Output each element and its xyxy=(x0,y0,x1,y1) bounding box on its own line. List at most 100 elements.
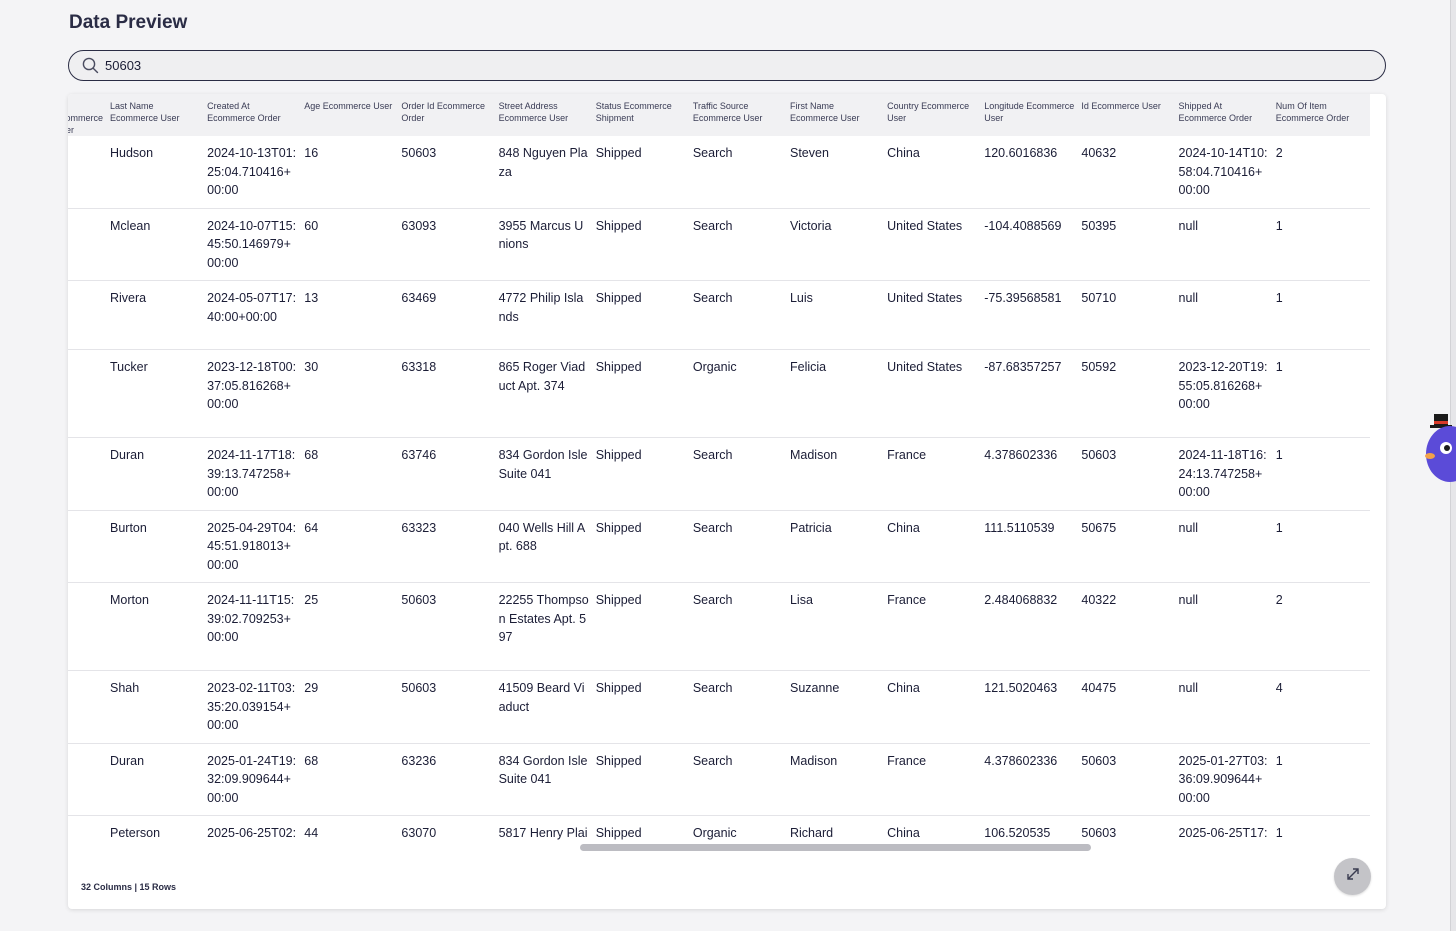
table-cell: Search xyxy=(689,136,787,209)
table-cell: Shipped xyxy=(592,437,690,511)
table-cell: China xyxy=(884,136,982,209)
table-cell: 41509 Beard Viaduct xyxy=(495,670,593,744)
table-header-row: Zip Ecommerce UserLast Name Ecommerce Us… xyxy=(68,94,1370,136)
table-row[interactable]: Burton 2025-04-29T04:45:51.918013+00:00 64… xyxy=(68,510,1370,584)
table-cell: 040 Wells Hill Apt. 688 xyxy=(495,510,593,584)
table-cell xyxy=(68,582,107,672)
table-cell: Shipped xyxy=(592,510,690,584)
table-cell: 50592 xyxy=(1078,349,1176,439)
column-header[interactable]: Traffic Source Ecommerce User xyxy=(689,94,787,136)
column-header[interactable]: Num Of Item Ecommerce Order xyxy=(1272,94,1370,136)
table-cell xyxy=(68,815,107,842)
table-row[interactable]: Peterson2025-06-25T02:55:00+00:004463070… xyxy=(68,815,1370,842)
table-cell xyxy=(68,136,107,209)
table-summary: 32 Columns | 15 Rows xyxy=(81,882,177,892)
table-cell: Morton xyxy=(107,582,205,672)
mascot-icon[interactable] xyxy=(1422,412,1456,484)
table-cell: Shipped xyxy=(592,208,690,281)
column-header[interactable]: Age Ecommerce User xyxy=(301,94,399,136)
table-cell xyxy=(68,208,107,281)
table-cell: 1 xyxy=(1272,349,1370,439)
table-cell: 50395 xyxy=(1078,208,1176,281)
table-cell: 2024-11-11T15:39:02.709253+00:00 xyxy=(204,582,302,672)
table-row[interactable]: Shah 2023-02-11T03:35:20.039154+00:00 29 50… xyxy=(68,670,1370,744)
column-header[interactable]: Country Ecommerce User xyxy=(884,94,982,136)
table-cell: 50603 xyxy=(398,136,496,209)
table-cell: 2024-05-07T17:40:00+00:00 xyxy=(204,280,302,351)
column-header[interactable]: Last Name Ecommerce User xyxy=(107,94,205,136)
data-preview-card: Zip Ecommerce UserLast Name Ecommerce Us… xyxy=(68,94,1386,909)
table-cell: 60 xyxy=(301,208,399,281)
search-input[interactable] xyxy=(105,51,1305,80)
table-cell: 63236 xyxy=(398,743,496,817)
table-cell: 2023-02-11T03:35:20.039154+00:00 xyxy=(204,670,302,744)
table-cell: 1 xyxy=(1272,815,1370,842)
table-cell: China xyxy=(884,510,982,584)
column-header[interactable]: Shipped At Ecommerce Order xyxy=(1175,94,1273,136)
table-cell xyxy=(68,510,107,584)
table-cell: 63070 xyxy=(398,815,496,842)
table-cell: 848 Nguyen Plaza xyxy=(495,136,593,209)
horizontal-scrollbar[interactable] xyxy=(580,844,1091,851)
table-row[interactable]: Mclean 2024-10-07T15:45:50.146979+00:00 60… xyxy=(68,208,1370,281)
table-cell: Hudson xyxy=(107,136,205,209)
table-cell: 68 xyxy=(301,437,399,511)
table-cell: Lisa xyxy=(786,582,885,672)
table-cell: 2025-06-25T02:55:00+00:00 xyxy=(204,815,302,842)
table-cell: Search xyxy=(689,510,787,584)
table-cell: Shipped xyxy=(592,349,690,439)
table-row[interactable]: Morton 2024-11-11T15:39:02.709253+00:00 25… xyxy=(68,582,1370,672)
table-cell: null xyxy=(1175,670,1273,744)
table-cell: 13 xyxy=(301,280,399,351)
column-header[interactable]: Created At Ecommerce Order xyxy=(204,94,302,136)
table-cell: 1 xyxy=(1272,743,1370,817)
table-row[interactable]: Duran 2025-01-24T19:32:09.909644+00:00 68 6… xyxy=(68,743,1370,817)
table-cell: 4.378602336 xyxy=(981,437,1079,511)
table-cell: 50710 xyxy=(1078,280,1176,351)
table-cell: Shipped xyxy=(592,815,690,842)
table-cell: 63093 xyxy=(398,208,496,281)
table-cell: 2024-10-13T01:25:04.710416+00:00 xyxy=(204,136,302,209)
table-cell: Search xyxy=(689,280,787,351)
table-row[interactable]: Hudson 2024-10-13T01:25:04.710416+00:00 16… xyxy=(68,136,1370,209)
table-cell: Shipped xyxy=(592,582,690,672)
table-cell: Search xyxy=(689,582,787,672)
table-cell: 2 xyxy=(1272,582,1370,672)
table-cell: 1 xyxy=(1272,510,1370,584)
table-cell: Search xyxy=(689,208,787,281)
expand-button[interactable] xyxy=(1334,858,1371,895)
table-cell: 63318 xyxy=(398,349,496,439)
table-cell: 4.378602336 xyxy=(981,743,1079,817)
table-cell xyxy=(68,670,107,744)
table-cell: -75.39568581 xyxy=(981,280,1079,351)
table-cell: Luis xyxy=(786,280,885,351)
table-cell: 2025-06-25T17:47:00+00:00 xyxy=(1175,815,1273,842)
table-viewport[interactable]: Zip Ecommerce UserLast Name Ecommerce Us… xyxy=(68,94,1386,842)
table-row[interactable]: Rivera 2024-05-07T17:40:00+00:00 13 63469 47… xyxy=(68,280,1370,351)
table-cell: 50603 xyxy=(398,670,496,744)
column-header[interactable]: Id Ecommerce User xyxy=(1078,94,1176,136)
table-cell: 16 xyxy=(301,136,399,209)
table-row[interactable]: Tucker 2023-12-18T00:37:05.816268+00:00 30… xyxy=(68,349,1370,439)
table-cell: Organic xyxy=(689,349,787,439)
column-header[interactable]: Street Address Ecommerce User xyxy=(495,94,593,136)
table-cell: United States xyxy=(884,280,982,351)
table-cell xyxy=(68,280,107,351)
table-cell: Shah xyxy=(107,670,205,744)
table-body: Hudson 2024-10-13T01:25:04.710416+00:00 16… xyxy=(68,136,1370,842)
search-bar[interactable] xyxy=(68,50,1386,81)
table-cell: 40475 xyxy=(1078,670,1176,744)
page-title: Data Preview xyxy=(69,12,188,33)
table-row[interactable]: Duran 2024-11-17T18:39:13.747258+00:00 68 6… xyxy=(68,437,1370,511)
column-header[interactable]: Longitude Ecommerce User xyxy=(981,94,1079,136)
column-header[interactable]: First Name Ecommerce User xyxy=(786,94,885,136)
table-cell: Peterson xyxy=(107,815,205,842)
table-cell: null xyxy=(1175,280,1273,351)
column-header[interactable]: Order Id Ecommerce Order xyxy=(398,94,496,136)
column-header[interactable]: Status Ecommerce Shipment xyxy=(592,94,690,136)
table-cell: Richard xyxy=(786,815,885,842)
table-cell: 25 xyxy=(301,582,399,672)
table-cell: 2024-11-18T16:24:13.747258+00:00 xyxy=(1175,437,1273,511)
column-header[interactable]: Zip Ecommerce User xyxy=(68,94,107,136)
table-cell: 44 xyxy=(301,815,399,842)
